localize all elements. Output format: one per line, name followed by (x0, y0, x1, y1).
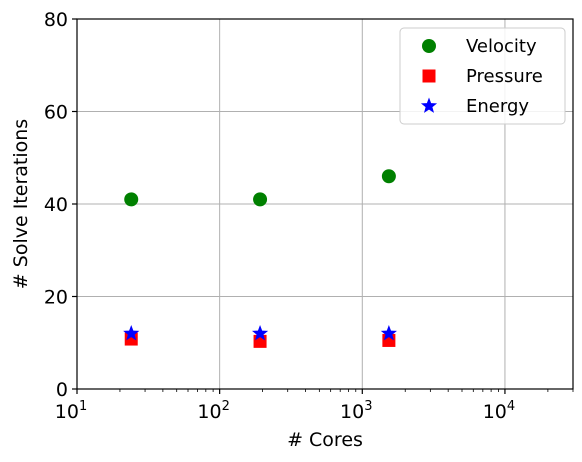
x-tick-label: 104 (483, 399, 515, 423)
x-axis-label: # Cores (287, 429, 363, 451)
legend-label-pressure: Pressure (466, 66, 543, 87)
data-points (123, 169, 397, 348)
legend-box (399, 27, 566, 125)
x-axis-ticks: 101 102 103 104 (55, 389, 574, 423)
velocity-point (253, 192, 268, 207)
y-tick-label: 20 (44, 287, 68, 309)
y-tick-label: 60 (44, 102, 68, 124)
y-axis-ticks: 0 20 40 60 80 (44, 9, 77, 401)
energy-point (251, 325, 269, 341)
y-tick-label: 40 (44, 194, 68, 216)
legend-label-velocity: Velocity (466, 36, 537, 57)
velocity-point (124, 192, 139, 207)
legend-marker-energy (420, 97, 438, 113)
y-axis-label: # Solve Iterations (10, 119, 32, 289)
legend: Velocity Pressure Energy (399, 27, 566, 125)
energy-point (380, 325, 397, 341)
x-tick-label: 102 (197, 399, 229, 423)
legend-marker-pressure (422, 69, 436, 83)
velocity-point (381, 169, 396, 184)
legend-label-energy: Energy (466, 96, 529, 117)
y-tick-label: 80 (44, 9, 68, 31)
x-tick-label: 101 (55, 399, 87, 423)
y-tick-label: 0 (56, 379, 68, 401)
legend-marker-velocity (422, 39, 436, 53)
x-tick-label: 103 (340, 399, 372, 423)
energy-point (123, 325, 140, 341)
